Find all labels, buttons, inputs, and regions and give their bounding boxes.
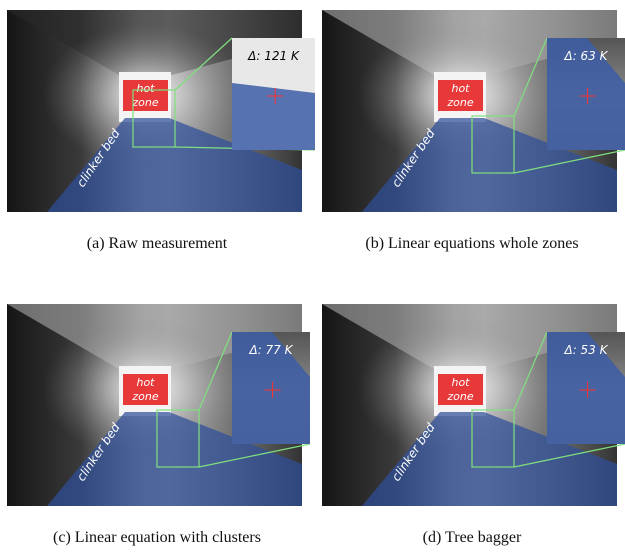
caption: (d) Tree bagger bbox=[423, 529, 522, 546]
hot-zone-label: zone bbox=[446, 96, 473, 109]
hot-zone-label: hot bbox=[136, 82, 155, 95]
hot-zone-label: hot bbox=[451, 376, 470, 389]
hot-zone-label: hot bbox=[451, 82, 470, 95]
delta-label: Δ: 77 K bbox=[248, 343, 293, 357]
caption: (b) Linear equations whole zones bbox=[365, 235, 578, 252]
hot-zone-label: zone bbox=[131, 96, 158, 109]
hot-zone-label: hot bbox=[136, 376, 155, 389]
caption: (a) Raw measurement bbox=[87, 235, 228, 252]
hot-zone-label: zone bbox=[446, 390, 473, 403]
caption: (c) Linear equation with clusters bbox=[53, 529, 261, 546]
delta-label: Δ: 121 K bbox=[247, 49, 300, 63]
delta-label: Δ: 63 K bbox=[563, 49, 608, 63]
hot-zone-label: zone bbox=[131, 390, 158, 403]
delta-label: Δ: 53 K bbox=[563, 343, 608, 357]
inset-bed bbox=[232, 83, 315, 150]
figure: hotzoneclinker bedΔ: 121 K (a) Raw measur… bbox=[0, 0, 625, 552]
